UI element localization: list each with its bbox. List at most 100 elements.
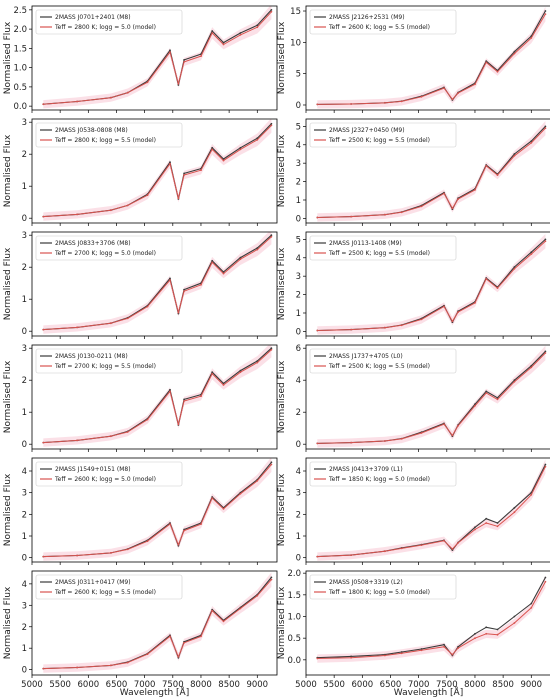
legend-box: [35, 9, 183, 35]
observed-spectrum-point: [474, 526, 476, 529]
model-spectrum-point: [400, 211, 403, 214]
model-spectrum-point: [485, 632, 488, 635]
y-tick-label: 2: [296, 291, 301, 301]
y-tick-label: 5: [296, 122, 301, 132]
observed-spectrum-point: [239, 32, 242, 34]
spectrum-panel: 0 1 2 3 4 5000 5500 6000 6500 7000 7500 8000 8500 900…: [3, 570, 278, 690]
y-tick-label: 5: [296, 70, 301, 80]
observed-spectrum-point: [270, 234, 273, 237]
model-spectrum-point: [146, 81, 149, 84]
y-tick-label: 4: [296, 467, 301, 477]
x-axis-label: Wavelength [Å]: [120, 686, 189, 698]
legend: 2MASS J0130-0211 (M8) Teff = 2700 K; logg…: [35, 348, 183, 374]
model-spectrum-point: [544, 127, 547, 130]
x-tick-label: 8000: [190, 680, 212, 690]
spectrum-panel: 0.0 0.5 1.0 1.5 2.0 5000 5500 6000 6500 7000 7500 8…: [277, 569, 550, 690]
y-tick-label: 0: [296, 101, 301, 111]
model-spectrum-point: [443, 305, 445, 308]
model-spectrum-point: [200, 55, 202, 57]
spectrum-panel: 0 1 2 3 Normalised Flux 2MASS J0833+3706 (M8)…: [3, 231, 278, 339]
model-spectrum-point: [110, 435, 112, 438]
plot-area: [42, 119, 273, 221]
observed-spectrum-point: [544, 463, 547, 466]
model-error-band: [317, 459, 546, 561]
model-spectrum-point: [42, 555, 45, 558]
model-spectrum-point: [256, 138, 259, 141]
observed-spectrum-point: [485, 390, 488, 393]
y-tick-label: 2.5: [13, 6, 27, 16]
x-tick-label: 7000: [408, 680, 430, 690]
observed-spectrum-point: [513, 153, 516, 155]
model-spectrum-point: [513, 380, 516, 383]
model-spectrum-point: [211, 609, 214, 612]
model-spectrum-point: [474, 404, 476, 407]
legend: 2MASS J2327+0450 (M9) Teff = 2500 K; logg…: [309, 122, 457, 148]
model-spectrum-point: [256, 26, 259, 29]
x-tick-label: 9000: [246, 680, 268, 690]
model-spectrum-point: [350, 656, 352, 659]
x-tick-label: 5000: [295, 680, 317, 690]
model-spectrum-point: [474, 189, 476, 191]
model-spectrum-point: [420, 544, 423, 546]
y-tick-label: 1.0: [13, 64, 27, 74]
axes-frame: [305, 5, 550, 111]
model-error-band: [43, 458, 272, 561]
observed-spectrum-point: [211, 146, 214, 149]
x-tick-label: 6000: [352, 680, 374, 690]
y-tick-label: 0.0: [13, 102, 27, 112]
legend-label-model: Teff = 2800 K; logg = 5.0 (model): [54, 24, 156, 31]
model-spectrum-point: [420, 205, 423, 208]
y-tick-label: 2: [22, 510, 27, 520]
model-spectrum-point: [76, 100, 78, 103]
y-axis-label: Normalised Flux: [3, 247, 13, 320]
legend-label-observed: 2MASS J0413+3709 (L1): [329, 466, 403, 473]
model-spectrum-point: [457, 311, 459, 313]
model-spectrum-point: [183, 61, 186, 63]
legend-label-model: Teff = 2700 K; logg = 5.5 (model): [54, 363, 156, 370]
model-spectrum-point: [177, 543, 180, 546]
y-tick-label: 10: [290, 38, 301, 48]
y-tick-label: 1: [22, 182, 27, 192]
model-spectrum-point: [42, 215, 45, 218]
model-spectrum-point: [183, 529, 186, 532]
legend-box: [35, 461, 183, 487]
model-spectrum-point: [222, 272, 225, 275]
model-spectrum-line: [317, 466, 546, 558]
legend-label-model: Teff = 2500 K; logg = 5.5 (model): [328, 363, 430, 370]
model-spectrum-point: [530, 606, 533, 609]
model-spectrum-point: [146, 653, 149, 656]
x-tick-label: 7500: [436, 680, 458, 690]
plot-area: [316, 121, 547, 222]
y-tick-label: 4: [22, 580, 27, 590]
model-spectrum-point: [384, 654, 386, 657]
observed-spectrum-point: [513, 615, 516, 618]
y-tick-label: 1.5: [287, 591, 301, 601]
model-spectrum-point: [42, 667, 45, 670]
legend-box: [35, 574, 183, 600]
legend-label-observed: 2MASS J0130-0211 (M8): [55, 353, 128, 360]
legend: 2MASS J0701+2401 (M8) Teff = 2800 K; logg…: [35, 9, 183, 35]
model-spectrum-point: [177, 82, 180, 85]
model-spectrum-point: [183, 400, 186, 402]
model-spectrum-point: [200, 635, 202, 638]
y-tick-label: 0: [22, 666, 27, 676]
y-tick-label: 3: [22, 344, 27, 354]
model-spectrum-point: [183, 174, 186, 176]
x-tick-label: 9000: [520, 680, 542, 690]
observed-spectrum-point: [513, 266, 516, 268]
observed-spectrum-point: [222, 158, 225, 160]
model-spectrum-point: [443, 87, 445, 89]
model-spectrum-point: [146, 418, 149, 421]
x-tick-label: 8500: [492, 680, 514, 690]
spectrum-panel: 0 1 2 3 4 Normalised Flux 2MASS J0413+3709 (L1…: [277, 457, 550, 565]
observed-spectrum-point: [485, 517, 488, 520]
observed-spectrum-point: [222, 382, 225, 385]
observed-spectrum-point: [530, 251, 533, 254]
model-spectrum-point: [350, 215, 352, 218]
legend: 2MASS J0413+3709 (L1) Teff = 1850 K; logg…: [309, 461, 457, 487]
y-axis-label: Normalised Flux: [3, 21, 13, 94]
model-spectrum-point: [126, 431, 129, 433]
observed-spectrum-point: [183, 59, 186, 61]
observed-spectrum-point: [496, 522, 499, 524]
